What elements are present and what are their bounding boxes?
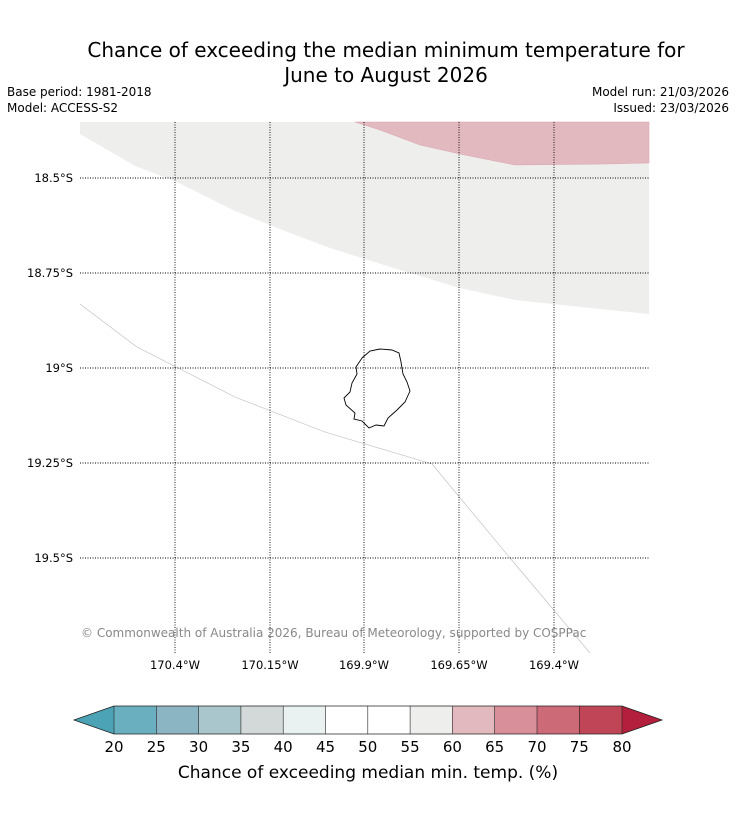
colorbar-swatch-20-25 <box>114 706 157 734</box>
colorbar-tick-20: 20 <box>104 738 123 756</box>
colorbar-swatch-50-55 <box>367 706 411 734</box>
map-title-line2: June to August 2026 <box>284 63 488 87</box>
colorbar-swatch-45-50 <box>325 706 368 734</box>
lat-label-19-25: 19.25°S <box>27 456 73 470</box>
colorbar-tick-60: 60 <box>443 738 462 756</box>
colorbar-swatch-35-40 <box>240 706 284 734</box>
colorbar-swatch-25-30 <box>156 706 199 734</box>
colorbar-tick-35: 35 <box>231 738 250 756</box>
lon-label-170-4: 170.4°W <box>150 658 200 672</box>
map-title: Chance of exceeding the median minimum t… <box>0 38 736 88</box>
colorbar-under-arrow <box>74 706 114 734</box>
map-panel: 18.5°S 18.75°S 19°S 19.25°S 19.5°S 170.4… <box>27 121 650 672</box>
colorbar-tick-45: 45 <box>316 738 335 756</box>
eez-boundary-line <box>79 303 591 654</box>
colorbar-tick-25: 25 <box>147 738 166 756</box>
region-55-60 <box>80 122 649 314</box>
niue-island-outline <box>343 348 411 429</box>
colorbar-over-arrow <box>622 706 662 734</box>
colorbar-swatch-70-75 <box>537 706 580 734</box>
lon-label-170-15: 170.15°W <box>241 658 298 672</box>
colorbar-swatch-75-80 <box>579 706 622 734</box>
lat-label-18-75: 18.75°S <box>27 266 73 280</box>
colorbar-tick-55: 55 <box>401 738 420 756</box>
lat-label-19-5: 19.5°S <box>34 551 73 565</box>
lat-label-19: 19°S <box>45 361 73 375</box>
colorbar-tick-70: 70 <box>527 738 546 756</box>
colorbar: 20 25 30 35 40 45 50 55 60 65 70 75 80 C… <box>72 705 664 783</box>
copyright-notice: © Commonwealth of Australia 2026, Bureau… <box>81 626 586 640</box>
colorbar-tick-65: 65 <box>485 738 504 756</box>
colorbar-tick-75: 75 <box>570 738 589 756</box>
colorbar-swatch-30-35 <box>198 706 241 734</box>
region-60-65 <box>354 121 650 166</box>
colorbar-swatch-40-45 <box>283 706 326 734</box>
lon-label-169-65: 169.65°W <box>430 658 487 672</box>
metadata-right: Model run: 21/03/2026 Issued: 23/03/2026 <box>592 84 729 116</box>
colorbar-tick-50: 50 <box>358 738 377 756</box>
colorbar-swatch-55-60 <box>410 706 453 734</box>
colorbar-tick-40: 40 <box>274 738 293 756</box>
model-name: Model: ACCESS-S2 <box>7 101 119 115</box>
colorbar-swatch-65-70 <box>494 706 537 734</box>
lon-label-169-9: 169.9°W <box>339 658 389 672</box>
map-title-line1: Chance of exceeding the median minimum t… <box>87 38 685 62</box>
colorbar-dividers <box>72 705 664 735</box>
colorbar-tick-80: 80 <box>612 738 631 756</box>
colorbar-tick-30: 30 <box>189 738 208 756</box>
model-run: Model run: 21/03/2026 <box>591 85 729 99</box>
metadata-left: Base period: 1981-2018 Model: ACCESS-S2 <box>7 84 152 116</box>
graticule <box>80 122 649 653</box>
base-period: Base period: 1981-2018 <box>7 85 152 99</box>
lat-label-18-5: 18.5°S <box>34 171 73 185</box>
colorbar-swatch-60-65 <box>452 706 495 734</box>
colorbar-label: Chance of exceeding median min. temp. (%… <box>178 763 558 783</box>
lon-label-169-4: 169.4°W <box>529 658 579 672</box>
issued-date: Issued: 23/03/2026 <box>613 101 729 115</box>
